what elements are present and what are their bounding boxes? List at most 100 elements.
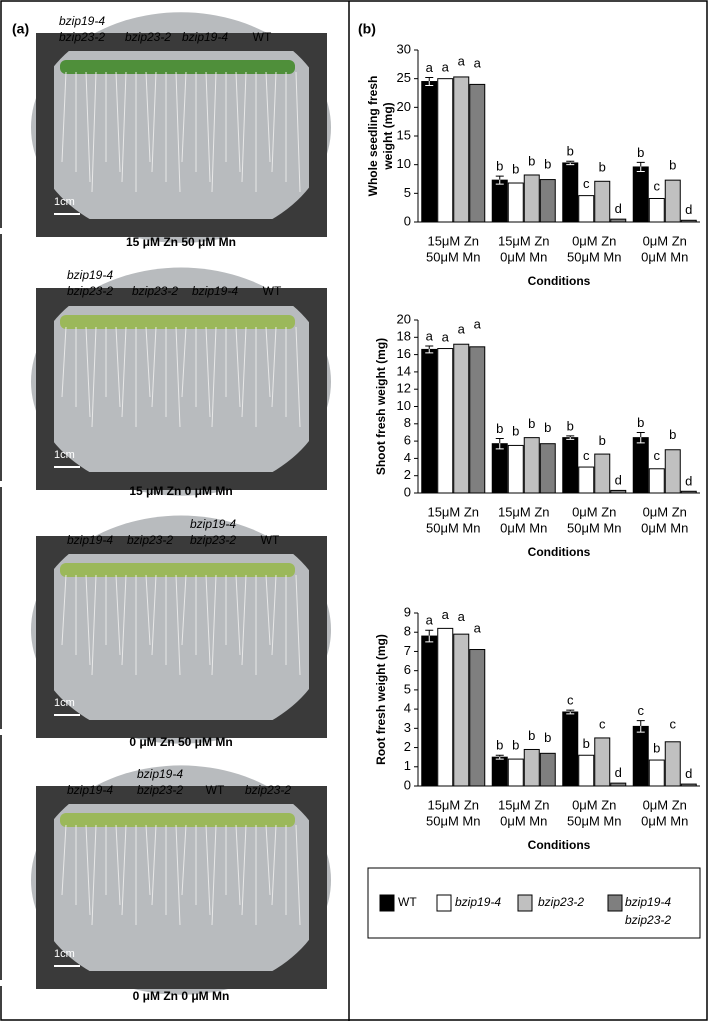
panel-label: (a) [12, 21, 29, 37]
y-tick-label: 1 [404, 758, 411, 773]
y-tick-label: 2 [404, 739, 411, 754]
root [145, 824, 151, 896]
root [265, 326, 271, 398]
x-tick-label: 0μM Mn [500, 249, 547, 264]
y-tick-label: 30 [397, 41, 411, 56]
x-tick-label: 0μM Zn [643, 504, 687, 519]
bar [507, 444, 524, 494]
root [211, 824, 217, 926]
root [265, 71, 271, 163]
significance-letter: a [458, 609, 466, 624]
legend-swatch [517, 894, 533, 912]
scale-label: 1cm [54, 697, 75, 709]
bar [578, 754, 595, 787]
bar [437, 348, 454, 494]
y-tick-label: 12 [397, 381, 411, 396]
bar [507, 182, 524, 223]
bar [421, 635, 438, 787]
bar [632, 166, 649, 223]
bar [469, 346, 486, 494]
root [121, 574, 127, 666]
legend-label: bzip19-4 [455, 895, 501, 909]
root [85, 71, 91, 183]
significance-letter: c [583, 448, 590, 463]
significance-letter: b [599, 160, 606, 175]
root [91, 574, 97, 676]
error-bar [543, 747, 552, 760]
genotype-label: bzip19-4 [59, 14, 105, 28]
root [205, 71, 211, 183]
x-tick-label: 0μM Mn [641, 520, 688, 535]
y-tick-label: 5 [404, 681, 411, 696]
legend-label: bzip19-4 [625, 895, 671, 909]
root [211, 71, 217, 193]
significance-letter: b [653, 741, 660, 756]
root [205, 824, 211, 916]
genotype-label: bzip19-4 [137, 767, 183, 781]
error-bar [614, 218, 623, 221]
significance-letter: b [528, 728, 535, 743]
x-tick-label: 0μM Zn [572, 233, 616, 248]
error-bar [598, 450, 607, 459]
root [145, 71, 151, 163]
error-bar [652, 757, 661, 763]
legend-label: bzip23-2 [625, 913, 671, 927]
significance-letter: b [669, 427, 676, 442]
significance-letter: a [442, 607, 450, 622]
root [295, 824, 301, 926]
bar [594, 180, 611, 223]
genotype-label: bzip23-2 [59, 30, 105, 44]
error-bar [425, 629, 434, 643]
root [121, 71, 127, 183]
root [235, 574, 241, 656]
bar [437, 78, 454, 223]
plant-row [60, 813, 295, 827]
error-bar [457, 338, 466, 350]
y-tick-label: 15 [397, 127, 411, 142]
x-tick-label: 15μM Zn [427, 504, 479, 519]
error-bar [473, 72, 482, 97]
root [61, 574, 67, 646]
error-bar [684, 783, 693, 786]
y-tick-label: 3 [404, 720, 411, 735]
y-tick-label: 4 [404, 450, 411, 465]
y-tick-label: 20 [397, 311, 411, 326]
genotype-label: bzip19-4 [182, 30, 228, 44]
root [271, 824, 277, 906]
error-bar [511, 440, 520, 451]
significance-letter: c [638, 703, 645, 718]
significance-letter: b [528, 153, 535, 168]
genotype-label: WT [253, 30, 272, 44]
photo-frame [36, 786, 327, 989]
significance-letter: c [670, 717, 677, 732]
legend-swatch [379, 894, 395, 912]
error-bar [495, 754, 504, 760]
error-bar [582, 192, 591, 199]
error-bar [527, 432, 536, 443]
root [211, 326, 217, 428]
bar [491, 756, 508, 787]
root [241, 824, 247, 916]
root [241, 574, 247, 666]
legend-label: bzip23-2 [538, 895, 584, 909]
photo-caption: 0 μM Zn 50 μM Mn [129, 735, 232, 749]
root [265, 824, 271, 896]
x-tick-label: 15μM Zn [498, 233, 550, 248]
y-tick-label: 20 [397, 99, 411, 114]
y-tick-label: 0 [404, 213, 411, 228]
y-tick-label: 2 [404, 467, 411, 482]
y-axis-label: Shoot fresh weight (mg) [374, 338, 388, 475]
error-bar [473, 333, 482, 361]
bar [664, 179, 681, 223]
significance-letter: b [567, 144, 574, 159]
genotype-label: bzip23-2 [137, 783, 183, 797]
error-bar [684, 490, 693, 493]
significance-letter: b [512, 161, 519, 176]
error-bar [457, 70, 466, 84]
significance-letter: c [654, 448, 661, 463]
error-bar [652, 195, 661, 202]
significance-letter: d [615, 201, 622, 216]
bar [469, 83, 486, 223]
significance-letter: b [599, 433, 606, 448]
